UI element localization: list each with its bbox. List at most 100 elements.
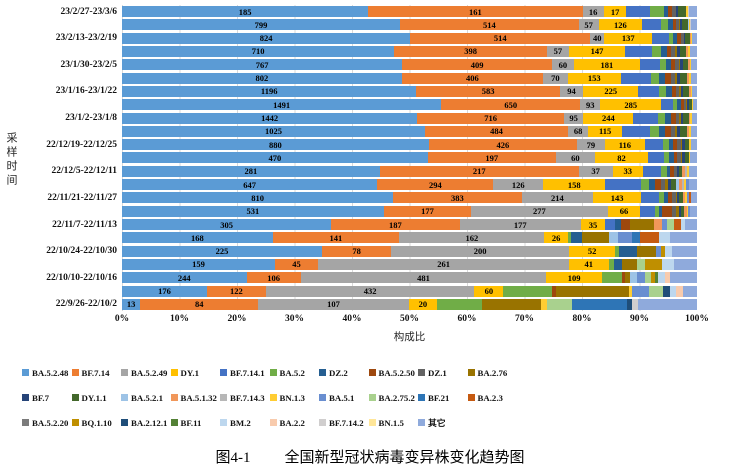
bar-segment-BA.2.12.1 [626, 298, 633, 310]
bar-row: 22/10/10-22/10/16 244 106 481 109 [46, 272, 697, 284]
bar-segment-BA.5.2.49: 432 [265, 285, 475, 297]
bar-segment-BF.7.14: 78 [321, 245, 392, 257]
bar-row: 1491 650 93 285 [122, 99, 697, 111]
bar-segment-BA.5.2.50 [668, 192, 673, 204]
bar-segment-DZ.2 [614, 258, 622, 270]
bar-segment-BQ.1.10 [645, 258, 663, 270]
bar-segment-DZ.2 [618, 245, 637, 257]
bar-segment-BF.7.14.1 [605, 179, 641, 191]
bar-segment-BA.5.2.50 [680, 99, 684, 111]
bar-segment-BA.5.1.32 [682, 192, 686, 204]
bar-segment-BF.7.14.3 [684, 165, 687, 177]
bar-row: 1025 484 68 115 [122, 125, 697, 137]
y-axis-title: 采样时间 [5, 132, 17, 188]
bar-segment-DZ.1 [677, 152, 681, 164]
bar-segment-DY.1.1 [683, 85, 689, 97]
legend-label: BA.5.2 [279, 367, 305, 378]
bar-segment-BA.5.2 [652, 45, 661, 57]
bar-segment-BA.5.2.48: 767 [122, 59, 403, 71]
bar-segment-BA.5.2.49: 79 [577, 139, 605, 151]
bar-segment-DZ.1 [676, 85, 680, 97]
legend-item-DZ.2: DZ.2 [319, 368, 369, 378]
bar-segment-BA.2.76 [481, 298, 541, 310]
bar-segment-DZ.2 [673, 32, 678, 44]
bar-segment-BN.1.3 [686, 205, 689, 217]
bar-segment-BA.2.75.2 [667, 219, 675, 230]
bar-segment-BF.7 [675, 6, 679, 17]
x-tick-label: 0% [114, 314, 130, 324]
legend-swatch [170, 369, 178, 376]
legend-item-BA.2.75.2: BA.2.75.2 [368, 393, 419, 403]
bar-segment-BA.5.2.50 [671, 85, 677, 97]
bar-segment-BA.5.1.32 [682, 165, 685, 177]
bar-segment-BA.5.2 [436, 298, 482, 310]
legend-label: BA.5.2.50 [378, 367, 415, 378]
legend-swatch [418, 419, 425, 426]
bar-segment-DY.1.1 [681, 19, 688, 31]
bar-segment-BF.11 [655, 272, 659, 284]
bar-segment-DY.1.1 [680, 125, 687, 137]
legend-swatch [170, 394, 178, 401]
bar-segment-BA.5.2.50 [621, 219, 630, 230]
bar-segment-DY.1: 20 [408, 298, 437, 310]
bar-segment-BA.5.2.49: 177 [459, 219, 581, 230]
bar-segment-DY.1.1 [680, 205, 684, 217]
bar-segment-BN.1.3 [628, 285, 632, 297]
bar-segment-BF.7.14: 141 [272, 232, 400, 244]
bar-segment-BF.7.14: 426 [428, 139, 578, 151]
legend-swatch [71, 394, 79, 401]
bar-segment-BA.5.2 [663, 152, 669, 164]
bar-segment-BA.5.2 [615, 245, 619, 257]
bar-segment-BA.5.2.49: 68 [568, 125, 589, 137]
legend-label: BA.2.2 [279, 417, 305, 428]
bar-segment-DY.1: 225 [583, 85, 639, 97]
bar-segment-BA.5.1.32 [688, 59, 690, 71]
bar-segment-DY.1: 41 [569, 258, 609, 270]
bar-segment-DZ.2 [663, 6, 668, 17]
legend-item-BA.5.1.32: BA.5.1.32 [170, 393, 221, 403]
bar-row: 802 406 70 153 [122, 72, 697, 84]
bar-segment-BA.5.2 [567, 232, 572, 244]
legend-label: BA.2.3 [477, 392, 503, 403]
bar-segment-其它 [688, 165, 697, 177]
bar-segment-DZ.2 [668, 139, 674, 151]
y-category-label: 22/10/10-22/10/16 [46, 272, 117, 283]
bar-segment-BA.5.2 [650, 125, 659, 137]
bar-segment-BA.5.2.49: 107 [258, 298, 409, 310]
bar-segment-BA.5.1 [661, 219, 668, 230]
plot-area: 23/2/27-23/3/6 185 161 16 17 799 514 57 126 23/2/… [46, 5, 697, 311]
bar-segment-BA.5.2 [650, 72, 659, 84]
bar-segment-BA.2.76 [680, 139, 683, 151]
x-tick-label: 80% [572, 314, 592, 324]
bar-segment-BA.2.75.2 [637, 258, 646, 270]
bar-segment-BN.1.3 [686, 165, 689, 177]
legend-item-DY.1: DY.1 [170, 368, 221, 378]
bar-segment-BA.5.2.49: 95 [563, 112, 584, 124]
legend-label: BA.5.2.49 [131, 367, 168, 378]
bar-segment-BF.7 [687, 99, 689, 111]
bar-segment-BF.7 [667, 179, 671, 191]
bar-segment-DY.1: 17 [603, 6, 627, 17]
bar-segment-BA.5.2 [668, 32, 674, 44]
bar-segment-BA.5.2.50 [670, 165, 674, 177]
bar-segment-BF.7 [676, 45, 680, 57]
bar-segment-BF.7.14.1 [642, 19, 662, 31]
bar-segment-BF.7.14.1 [641, 192, 660, 204]
bar-segment-BA.5.2 [660, 59, 666, 71]
legend-item-BF.7.14.3: BF.7.14.3 [220, 393, 270, 403]
bar-segment-BA.2.76 [582, 232, 610, 244]
bar-segment-BA.5.2 [663, 139, 669, 151]
bar-segment-DZ.1 [671, 6, 676, 17]
bar-segment-BA.2.2 [665, 272, 671, 284]
bar-segment-BA.2.76 [674, 72, 677, 84]
bar-segment-BA.5.2.1 [687, 19, 689, 31]
bar-segment-BA.2.76 [675, 45, 677, 57]
bar-segment-BA.5.2.48: 710 [122, 45, 395, 57]
bar-segment-DZ.2 [664, 192, 669, 204]
bar-row: 470 197 60 82 [122, 152, 697, 164]
bar-segment-BF.7 [680, 59, 683, 71]
bar-segment-BN.1.3 [690, 112, 692, 124]
bar-segment-BA.5.2.48: 176 [122, 285, 207, 297]
bar-segment-BF.7.14.1 [648, 152, 664, 164]
legend-label: BA.5.1 [329, 392, 355, 403]
